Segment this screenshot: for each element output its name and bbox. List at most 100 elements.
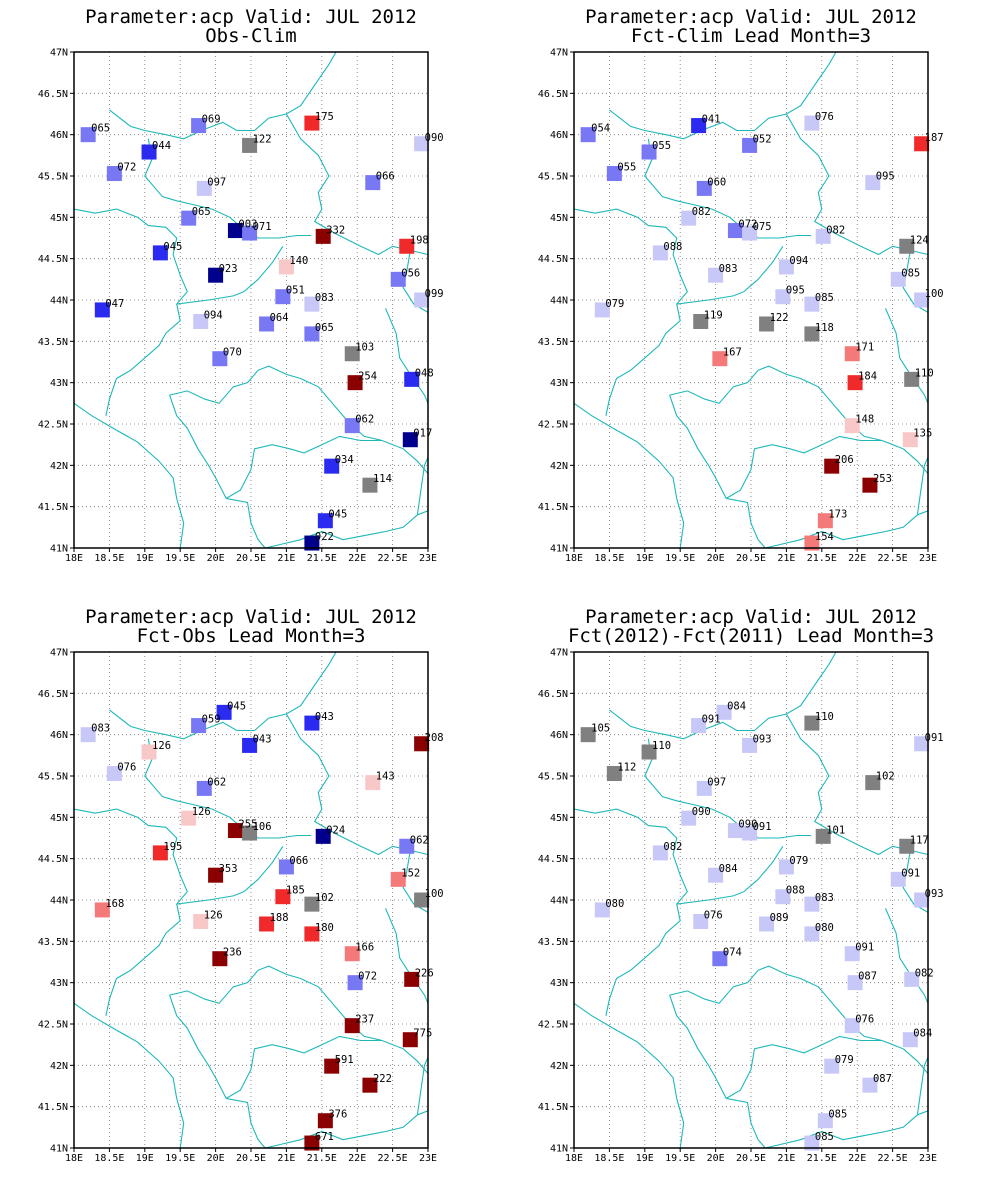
station-marker	[862, 477, 878, 493]
station-marker	[865, 175, 881, 191]
station-value-label: 091	[753, 821, 772, 833]
chart-title: Parameter:acp Valid: JUL 2012	[85, 6, 417, 28]
station-marker	[815, 828, 831, 844]
station-marker	[712, 951, 728, 967]
x-tick-label: 21.5E	[807, 1153, 837, 1164]
x-tick-label: 21E	[277, 1153, 295, 1164]
station-marker	[594, 302, 610, 318]
x-tick-label: 22.5E	[378, 1153, 408, 1164]
station-marker	[347, 975, 363, 991]
station-marker	[362, 1077, 378, 1093]
y-tick-label: 45N	[50, 213, 68, 224]
x-tick-label: 22E	[848, 1153, 866, 1164]
station-marker	[278, 859, 294, 875]
station-marker	[899, 838, 915, 854]
station-marker	[141, 744, 157, 760]
x-tick-label: 22.5E	[878, 553, 908, 564]
station-value-label: 100	[925, 288, 944, 300]
x-tick-label: 19.5E	[665, 1153, 695, 1164]
station-marker	[914, 136, 930, 152]
station-value-label: 051	[286, 285, 305, 297]
station-marker	[317, 513, 333, 529]
station-value-label: 103	[355, 342, 374, 354]
station-marker	[804, 1135, 820, 1151]
x-tick-label: 20.5E	[236, 1153, 266, 1164]
station-marker	[817, 1113, 833, 1129]
station-value-label: 090	[738, 819, 757, 831]
station-marker	[742, 137, 758, 153]
station-marker	[815, 228, 831, 244]
station-marker	[80, 127, 96, 143]
station-marker	[304, 296, 320, 312]
y-tick-label: 45.5N	[38, 172, 68, 183]
station-value-label: 048	[415, 367, 434, 379]
coastline-border	[725, 1035, 929, 1099]
station-value-label: 072	[117, 162, 136, 174]
station-marker	[106, 766, 122, 782]
station-value-label: 167	[723, 347, 742, 359]
station-marker	[152, 245, 168, 261]
station-marker	[844, 946, 860, 962]
station-marker	[890, 871, 906, 887]
x-tick-label: 18E	[65, 553, 83, 564]
station-marker	[414, 292, 430, 308]
station-value-label: 126	[152, 740, 171, 752]
coastline-border	[285, 713, 429, 856]
station-value-label: 043	[315, 711, 334, 723]
station-marker	[106, 166, 122, 182]
coastline-border	[416, 1056, 429, 1115]
station-marker	[693, 313, 709, 329]
y-tick-label: 45N	[50, 813, 68, 824]
station-value-label: 065	[192, 206, 211, 218]
station-marker	[865, 775, 881, 791]
station-marker	[804, 326, 820, 342]
station-value-label: 255	[238, 819, 257, 831]
chart-panel-4: Parameter:acp Valid: JUL 2012Fct(2012)-F…	[538, 606, 944, 1164]
y-tick-label: 42.5N	[538, 420, 568, 431]
station-value-label: 166	[355, 942, 374, 954]
y-tick-label: 44.5N	[538, 854, 568, 865]
coastline-border	[225, 435, 429, 499]
station-value-label: 148	[855, 414, 874, 426]
y-tick-label: 41.5N	[538, 502, 568, 513]
y-tick-label: 43N	[550, 978, 568, 989]
station-marker	[242, 737, 258, 753]
station-value-label: 090	[425, 132, 444, 144]
station-value-label: 087	[873, 1073, 892, 1085]
station-value-label: 087	[858, 971, 877, 983]
y-tick-label: 45.5N	[538, 772, 568, 783]
y-tick-label: 46N	[550, 730, 568, 741]
station-marker	[712, 351, 728, 367]
station-value-label: 076	[704, 909, 723, 921]
station-marker	[414, 136, 430, 152]
coastline-border	[144, 738, 312, 839]
station-marker	[208, 867, 224, 883]
station-marker	[208, 267, 224, 283]
station-marker	[216, 704, 232, 720]
y-tick-label: 43.5N	[538, 937, 568, 948]
station-marker	[141, 144, 157, 160]
station-marker	[152, 845, 168, 861]
station-marker	[775, 889, 791, 905]
station-marker	[304, 926, 320, 942]
station-value-label: 097	[207, 176, 226, 188]
station-value-label: 124	[910, 234, 929, 246]
x-tick-label: 18.5E	[94, 553, 124, 564]
station-value-label: 085	[901, 267, 920, 279]
station-value-label: 119	[704, 309, 723, 321]
station-marker	[824, 458, 840, 474]
station-marker	[804, 115, 820, 131]
station-marker	[414, 892, 430, 908]
x-tick-label: 20.5E	[236, 553, 266, 564]
station-value-label: 072	[738, 219, 757, 231]
y-tick-label: 43.5N	[538, 337, 568, 348]
coastline-border	[73, 1002, 185, 1149]
station-value-label: 079	[789, 855, 808, 867]
x-tick-label: 19E	[136, 553, 154, 564]
station-value-label: 054	[591, 123, 610, 135]
station-value-label: 208	[425, 732, 444, 744]
coastline-border	[416, 456, 429, 515]
coastline-border	[109, 651, 337, 740]
station-marker	[914, 736, 930, 752]
